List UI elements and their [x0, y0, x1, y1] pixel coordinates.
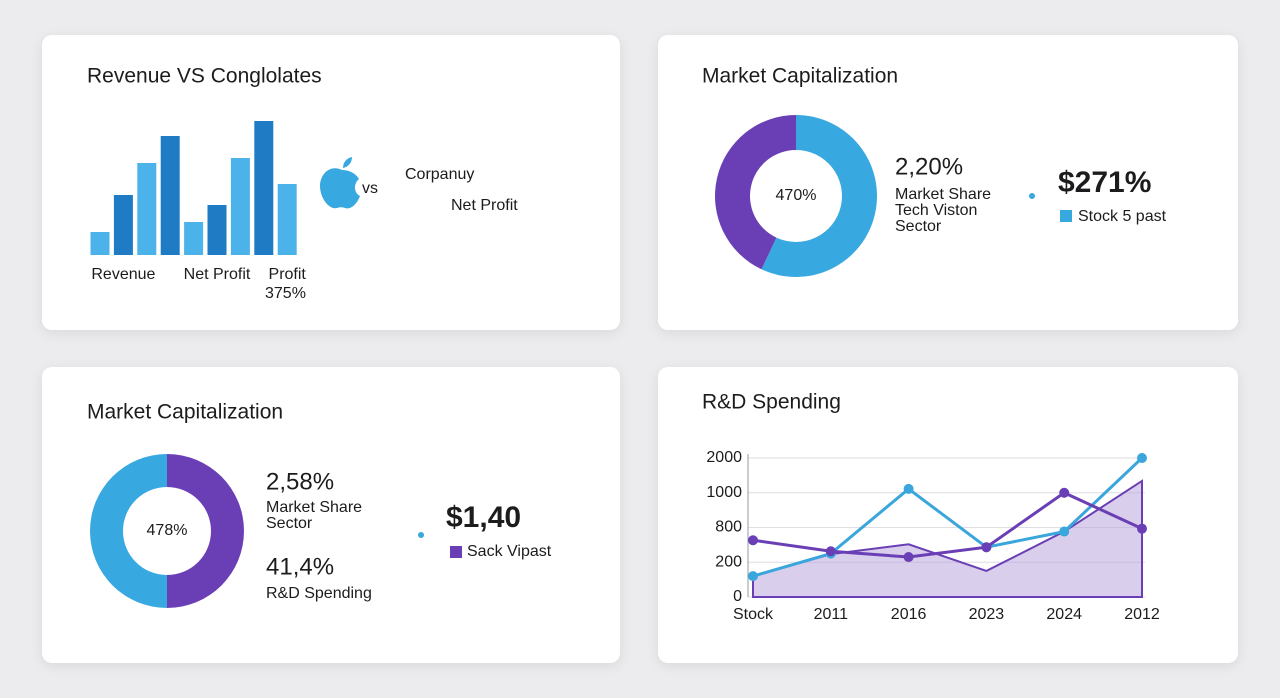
card-title: Revenue VS Conglolates	[87, 65, 322, 88]
x-tick-label: 2024	[1046, 606, 1082, 623]
annotation: Tech Viston	[895, 202, 977, 219]
card-title: R&D Spending	[702, 391, 841, 414]
dot	[418, 532, 424, 538]
x-tick-label: Profit	[269, 266, 307, 283]
x-tick-label: Revenue	[91, 266, 155, 283]
x-tick-label: Stock	[733, 606, 774, 623]
annotation: $271%	[1058, 166, 1151, 199]
y-tick-label: 200	[715, 553, 742, 570]
x-tick-label: 2012	[1124, 606, 1160, 623]
legend-swatch	[1060, 210, 1072, 222]
annotation: Corpanuy	[405, 166, 474, 183]
annotation: Market Share	[895, 186, 991, 203]
x-tick-label: 2023	[969, 606, 1005, 623]
point	[1059, 526, 1070, 537]
donut-segment	[167, 454, 244, 608]
card-title: Market Capitalization	[702, 65, 898, 88]
donut-segment	[90, 454, 167, 608]
point	[1137, 523, 1147, 534]
point	[1059, 487, 1070, 498]
point	[748, 535, 758, 546]
annotation: 2,58%	[266, 468, 334, 495]
annotation: Sack Vipast	[467, 543, 552, 560]
point	[825, 546, 836, 557]
y-tick-label: 0	[733, 588, 742, 605]
bar	[184, 222, 204, 255]
point	[1137, 453, 1147, 463]
annotation: Stock 5 past	[1078, 208, 1167, 225]
x-tick-label: 2016	[891, 606, 927, 623]
x-tick-label: Net Profit	[184, 266, 251, 283]
annotation: Sector	[895, 218, 942, 235]
apple-logo	[320, 157, 360, 209]
annotation: R&D Spending	[266, 585, 372, 602]
y-tick-label: 2000	[706, 449, 742, 466]
line	[752, 491, 1143, 559]
line	[752, 456, 1144, 578]
annotation: 41,4%	[266, 553, 334, 580]
annotation: Sector	[266, 515, 313, 532]
annotation: $1,40	[446, 501, 521, 534]
point	[981, 542, 992, 553]
bar	[254, 121, 274, 255]
bar	[230, 158, 250, 255]
x-tick-label: 2011	[814, 606, 849, 623]
card-title: Market Capitalization	[87, 401, 283, 424]
annotation: vs	[362, 180, 378, 197]
annotation: 2,20%	[895, 153, 963, 180]
annotation: Market Share	[266, 499, 362, 516]
annotation: 375%	[265, 285, 306, 302]
donut-segment	[761, 115, 878, 278]
legend-swatch	[450, 546, 462, 558]
bar	[137, 163, 157, 255]
y-tick-label: 1000	[706, 484, 742, 501]
donut-segment	[715, 115, 796, 270]
bar	[207, 205, 227, 255]
point	[903, 483, 914, 494]
bar	[90, 232, 110, 255]
bar	[113, 195, 133, 255]
center-label: 470%	[776, 187, 817, 204]
dot	[1029, 193, 1035, 199]
center-label: 478%	[147, 522, 188, 539]
bar	[277, 184, 297, 255]
point	[903, 552, 914, 563]
y-tick-label: 800	[715, 519, 742, 536]
point	[748, 571, 758, 582]
annotation: Net Profit	[451, 197, 518, 214]
bar	[160, 136, 180, 255]
